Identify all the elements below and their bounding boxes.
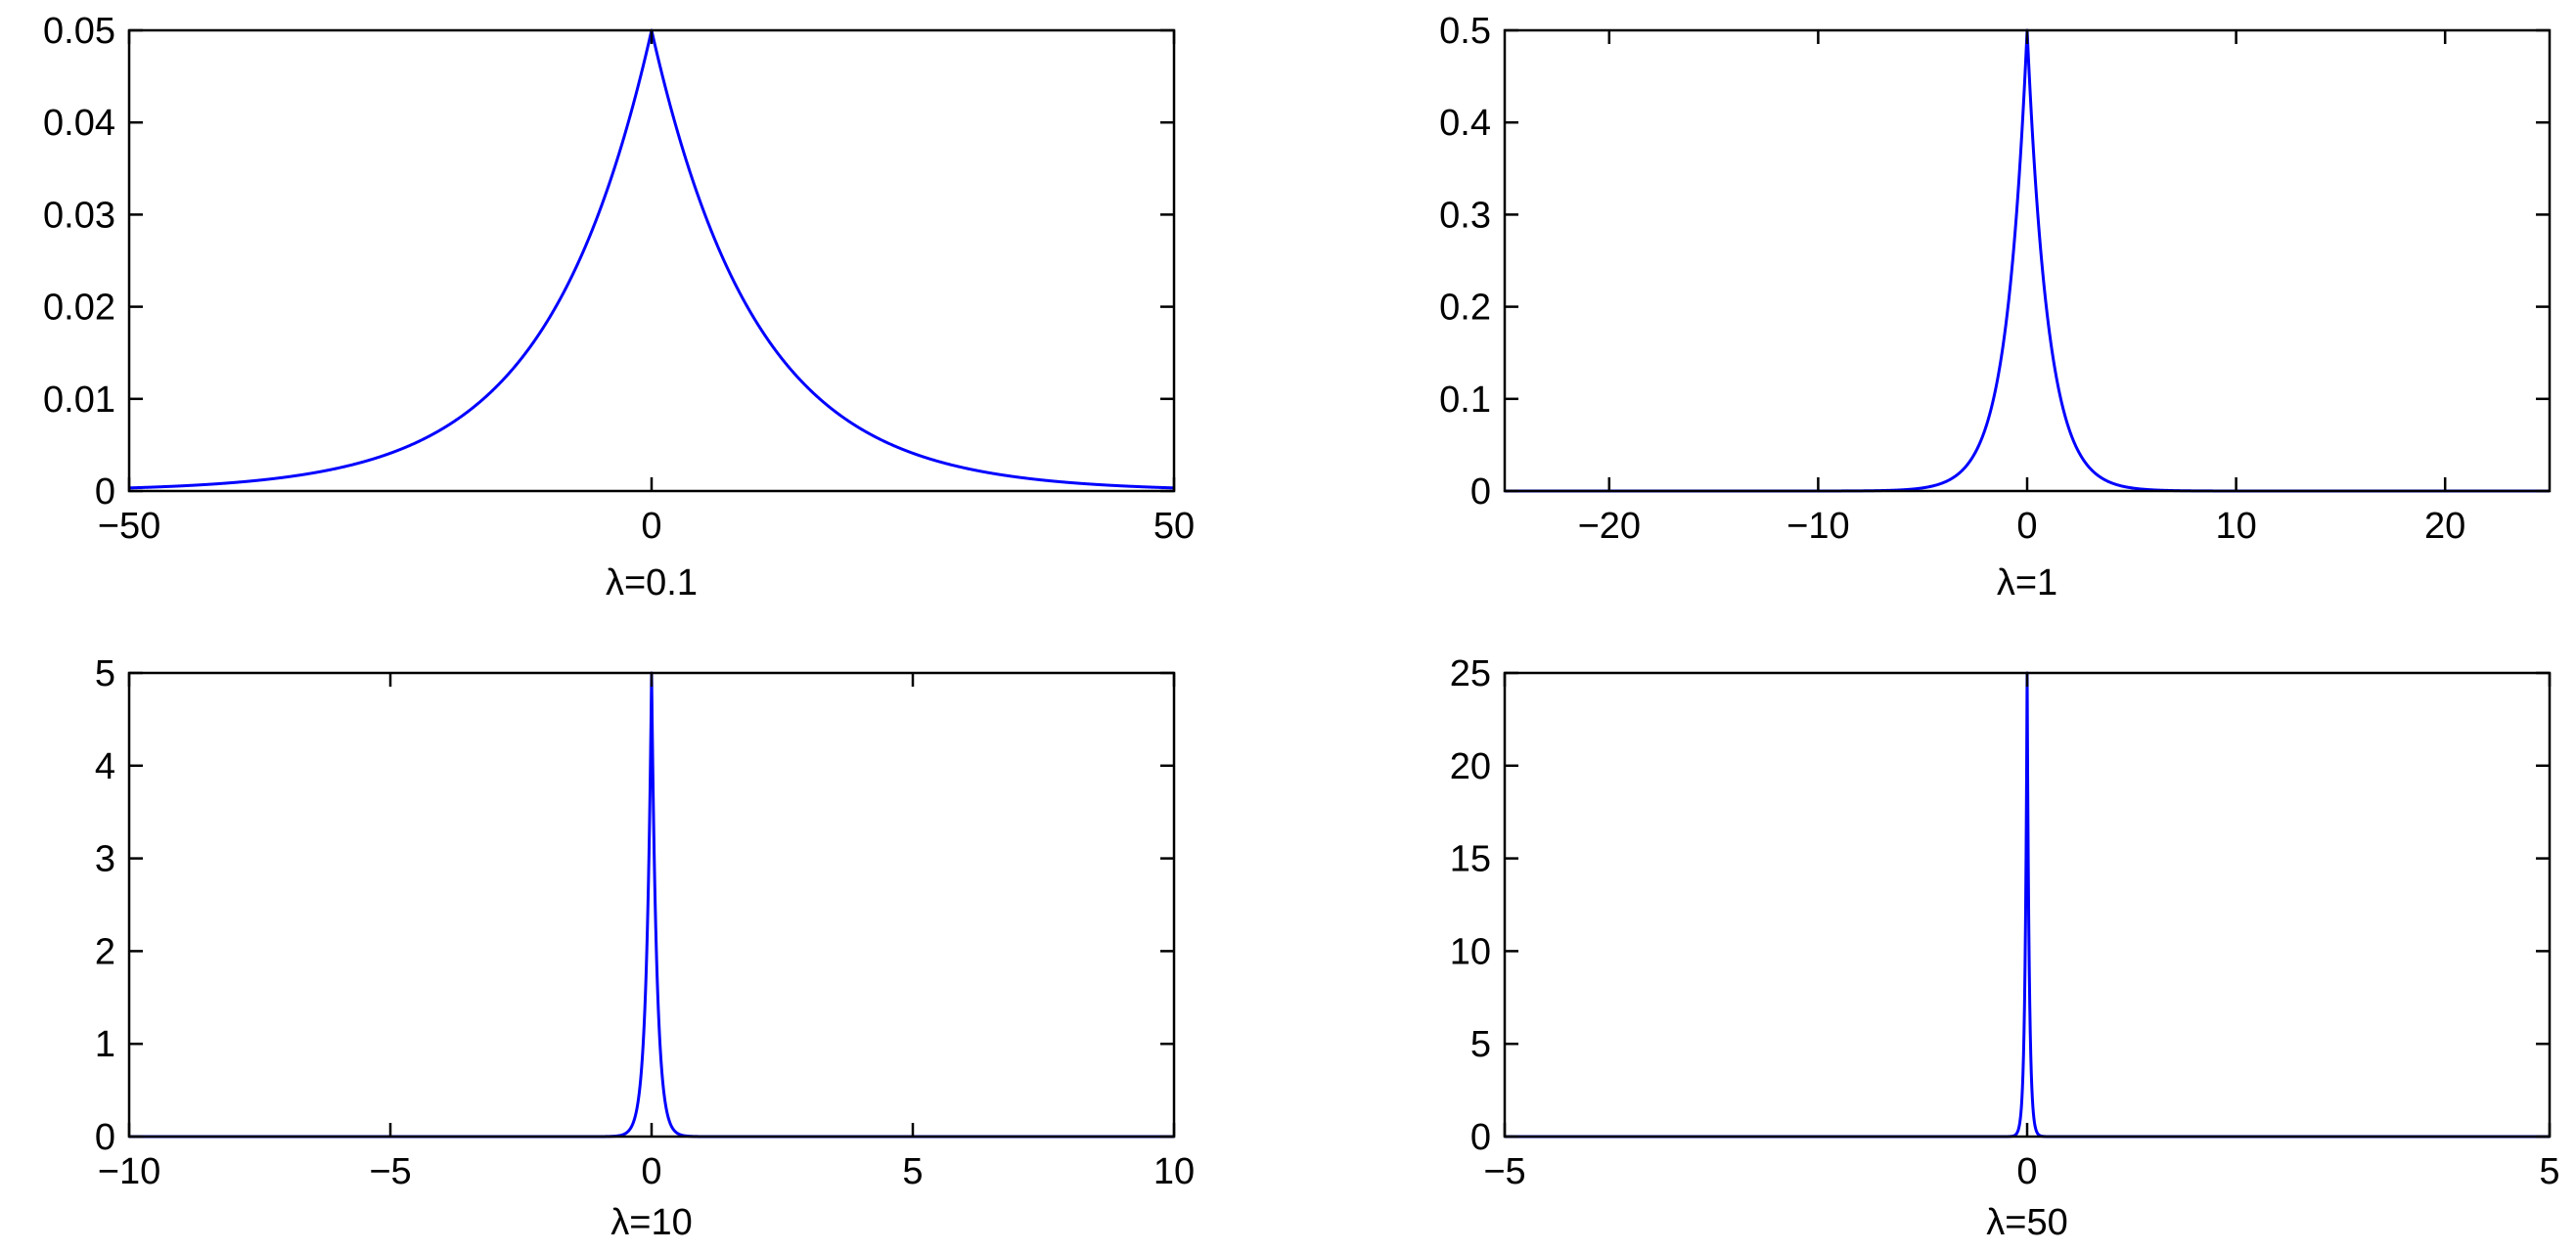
x-tick-label: 0: [2016, 1151, 2037, 1192]
y-tick-label: 0.3: [1439, 195, 1491, 236]
x-tick-label: −5: [369, 1151, 411, 1192]
y-tick-label: 0.1: [1439, 380, 1491, 421]
y-tick-label: 0.05: [43, 11, 115, 52]
density-curve: [1504, 671, 2551, 1139]
y-tick-label: 0: [1470, 1117, 1491, 1158]
x-axis-label: λ=10: [610, 1202, 692, 1243]
y-tick-label: 0.5: [1439, 11, 1491, 52]
x-tick-label: −20: [1578, 506, 1641, 547]
x-axis-label: λ=1: [1997, 562, 2057, 604]
x-tick-label: 10: [2215, 506, 2256, 547]
x-tick-label: 5: [902, 1151, 923, 1192]
y-tick-label: 0: [95, 1117, 115, 1158]
subplot-2: −20 −10 0 10 20 0 0.1 0.2 0.3 0.4 0.5 λ=1: [1439, 11, 2552, 604]
y-tick-label: 10: [1450, 931, 1491, 972]
y-tick-label: 4: [95, 746, 115, 787]
x-tick-label: −10: [98, 1151, 160, 1192]
y-tick-label: 3: [95, 839, 115, 880]
y-tick-label: 15: [1450, 839, 1491, 880]
x-axis-label: λ=50: [1986, 1202, 2067, 1243]
y-tick-label: 1: [95, 1024, 115, 1065]
axes-box: [127, 28, 1176, 493]
y-tick-label: 0: [95, 471, 115, 513]
y-tick-label: 20: [1450, 746, 1491, 787]
density-curve: [1504, 28, 2551, 493]
y-tick-label: 0.4: [1439, 103, 1491, 144]
y-tick-label: 5: [1470, 1024, 1491, 1065]
y-tick-label: 0.03: [43, 195, 115, 236]
x-tick-label: 0: [2016, 506, 2037, 547]
x-axis-label: λ=0.1: [606, 562, 698, 604]
y-tick-label: 0.01: [43, 380, 115, 421]
y-tick-label: 0.04: [43, 103, 115, 144]
x-tick-label: −10: [1786, 506, 1849, 547]
x-tick-label: 0: [641, 506, 661, 547]
x-tick-label: 20: [2424, 506, 2465, 547]
density-curve: [128, 671, 1175, 1139]
x-tick-label: −50: [98, 506, 160, 547]
y-tick-label: 25: [1450, 653, 1491, 694]
y-tick-label: 0: [1470, 471, 1491, 513]
y-tick-label: 0.2: [1439, 288, 1491, 329]
y-tick-label: 5: [95, 653, 115, 694]
y-tick-label: 0.02: [43, 288, 115, 329]
x-tick-label: 0: [641, 1151, 661, 1192]
x-tick-label: −5: [1483, 1151, 1525, 1192]
subplot-3: −10 −5 0 5 10 0 1 2 3 4 5 λ=10: [95, 653, 1195, 1243]
axes-box: [1503, 28, 2552, 493]
density-curve: [128, 28, 1175, 490]
x-tick-label: 10: [1153, 1151, 1195, 1192]
x-tick-label: 50: [1153, 506, 1195, 547]
x-tick-label: 5: [2539, 1151, 2559, 1192]
y-tick-label: 2: [95, 931, 115, 972]
